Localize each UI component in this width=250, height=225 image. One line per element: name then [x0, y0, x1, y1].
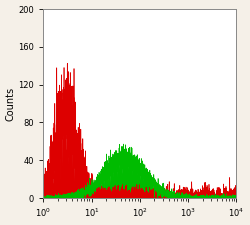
- Y-axis label: Counts: Counts: [6, 86, 16, 121]
